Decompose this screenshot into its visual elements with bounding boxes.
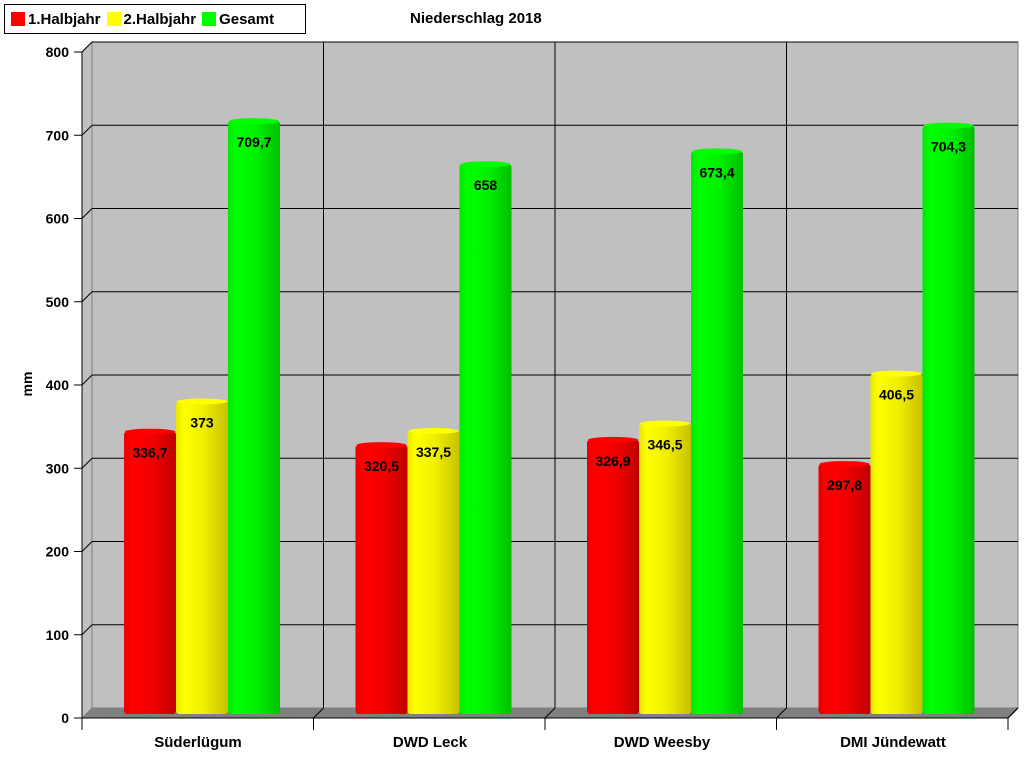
y-tick-label: 700 <box>46 127 70 143</box>
chart-legend: 1.Halbjahr 2.Halbjahr Gesamt <box>4 4 306 34</box>
legend-label: 2.Halbjahr <box>123 10 197 28</box>
legend-swatch-red <box>11 12 25 26</box>
y-tick-label: 200 <box>46 544 70 560</box>
bar-value-label: 337,5 <box>416 444 451 460</box>
bar-1-1 <box>407 428 460 714</box>
legend-swatch-green <box>202 12 217 26</box>
bar-1-0 <box>176 398 228 714</box>
bar-2-3 <box>922 122 975 715</box>
bar-value-label: 709,7 <box>236 134 271 150</box>
chart-title: Niederschlag 2018 <box>410 10 542 27</box>
legend-label: Gesamt <box>219 10 275 28</box>
bar-value-label: 297,8 <box>827 477 862 493</box>
y-tick-label: 800 <box>46 44 70 60</box>
x-axis-label-leck: DWD Leck <box>392 734 468 751</box>
y-tick-label: 100 <box>46 627 70 643</box>
y-tick-label: 0 <box>61 710 69 726</box>
legend-swatch-yellow <box>106 12 121 26</box>
bar-0-1 <box>355 442 408 714</box>
y-tick-label: 600 <box>46 211 70 227</box>
bar-value-label: 658 <box>474 177 498 193</box>
y-tick-label: 400 <box>46 377 70 393</box>
bar-0-0 <box>124 428 176 714</box>
bar-value-label: 373 <box>190 414 214 430</box>
bar-1-3 <box>870 370 923 714</box>
bar-2-2 <box>691 148 743 714</box>
y-tick-label: 300 <box>46 460 70 476</box>
bar-value-label: 673,4 <box>699 164 734 180</box>
bar-2-1 <box>459 161 512 715</box>
x-axis-label-juendewatt: DMI Jündewatt <box>840 734 946 751</box>
legend-item-gesamt: Gesamt <box>202 11 274 28</box>
y-tick-label: 500 <box>46 294 70 310</box>
bar-value-label: 346,5 <box>647 437 682 453</box>
legend-label: 1.Halbjahr <box>28 10 101 28</box>
bar-value-label: 326,9 <box>595 453 630 469</box>
bar-0-2 <box>587 436 639 714</box>
x-axis-label-weesby: DWD Weesby <box>613 734 711 751</box>
bar-value-label: 704,3 <box>931 139 966 155</box>
bar-2-0 <box>228 118 280 715</box>
bar-value-label: 336,7 <box>132 445 167 461</box>
bar-0-3 <box>818 461 871 714</box>
legend-item-1-halbjahr: 1.Halbjahr <box>11 11 101 28</box>
legend-item-2-halbjahr: 2.Halbjahr <box>106 10 197 28</box>
bar-value-label: 320,5 <box>364 458 399 474</box>
bar-1-2 <box>639 420 691 714</box>
bar-value-label: 406,5 <box>879 387 914 403</box>
x-axis-label-sueder: Süderlügum <box>154 734 242 751</box>
